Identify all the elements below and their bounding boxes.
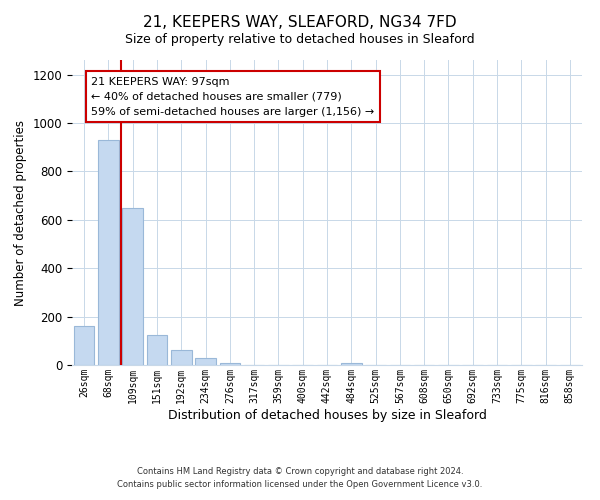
X-axis label: Distribution of detached houses by size in Sleaford: Distribution of detached houses by size …: [167, 408, 487, 422]
Text: 21 KEEPERS WAY: 97sqm
← 40% of detached houses are smaller (779)
59% of semi-det: 21 KEEPERS WAY: 97sqm ← 40% of detached …: [91, 77, 374, 116]
Text: Size of property relative to detached houses in Sleaford: Size of property relative to detached ho…: [125, 32, 475, 46]
Bar: [220, 362, 240, 365]
Bar: [74, 326, 94, 365]
Bar: [98, 140, 119, 365]
Bar: [146, 334, 167, 365]
Y-axis label: Number of detached properties: Number of detached properties: [14, 120, 27, 306]
Bar: [195, 358, 216, 365]
Bar: [171, 350, 191, 365]
Bar: [122, 208, 143, 365]
Bar: [341, 362, 362, 365]
Text: 21, KEEPERS WAY, SLEAFORD, NG34 7FD: 21, KEEPERS WAY, SLEAFORD, NG34 7FD: [143, 15, 457, 30]
Text: Contains HM Land Registry data © Crown copyright and database right 2024.
Contai: Contains HM Land Registry data © Crown c…: [118, 468, 482, 489]
